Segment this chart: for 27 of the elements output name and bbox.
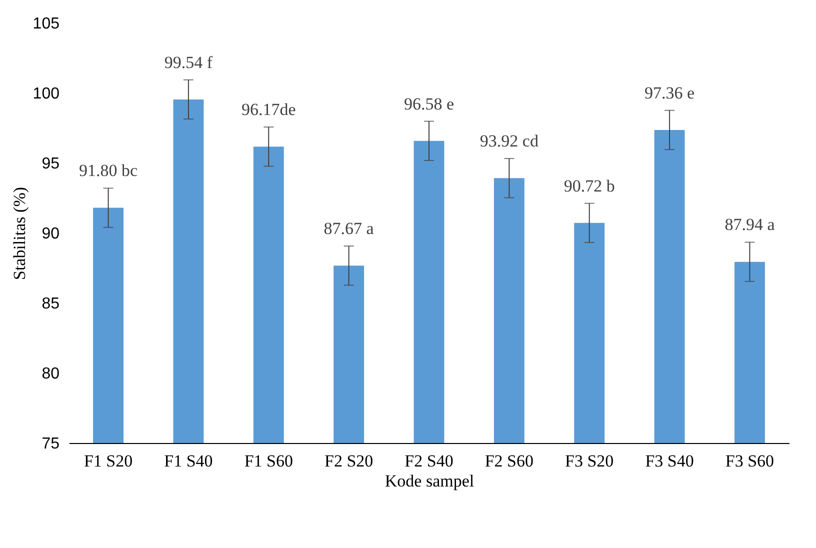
x-tick-label: F1 S60	[244, 452, 293, 470]
data-label: 97.36 e	[644, 83, 695, 102]
y-axis-title: Stabilitas (%)	[10, 186, 29, 280]
y-tick-label: 75	[42, 436, 60, 452]
x-tick-label: F2 S40	[404, 452, 454, 470]
data-label: 96.58 e	[404, 94, 454, 114]
data-label: 93.92 cd	[480, 132, 539, 151]
data-label: 90.72 b	[564, 176, 615, 196]
y-tick-label: 100	[32, 86, 60, 102]
data-label: 96.17de	[241, 100, 296, 120]
x-axis-title: Kode sampel	[384, 472, 474, 490]
x-tick-label: F3 S40	[645, 452, 694, 470]
x-tick-label: F2 S20	[324, 452, 374, 470]
y-tick-label: 80	[42, 366, 60, 382]
y-tick-label: 85	[42, 296, 60, 312]
data-label: 91.80 bc	[79, 161, 138, 180]
y-tick-label: 95	[42, 156, 60, 172]
x-tick-label: F3 S60	[725, 452, 774, 470]
data-label: 99.54 f	[164, 52, 213, 72]
data-label: 87.94 a	[724, 215, 776, 234]
x-tick-label: F2 S60	[484, 452, 534, 470]
x-tick-label: F1 S40	[164, 452, 213, 470]
y-tick-label: 105	[32, 16, 60, 32]
y-tick-label: 90	[42, 226, 60, 242]
x-tick-label: F3 S20	[565, 452, 614, 470]
x-tick-label: F1 S20	[84, 452, 133, 470]
data-label: 87.67 a	[324, 219, 374, 238]
